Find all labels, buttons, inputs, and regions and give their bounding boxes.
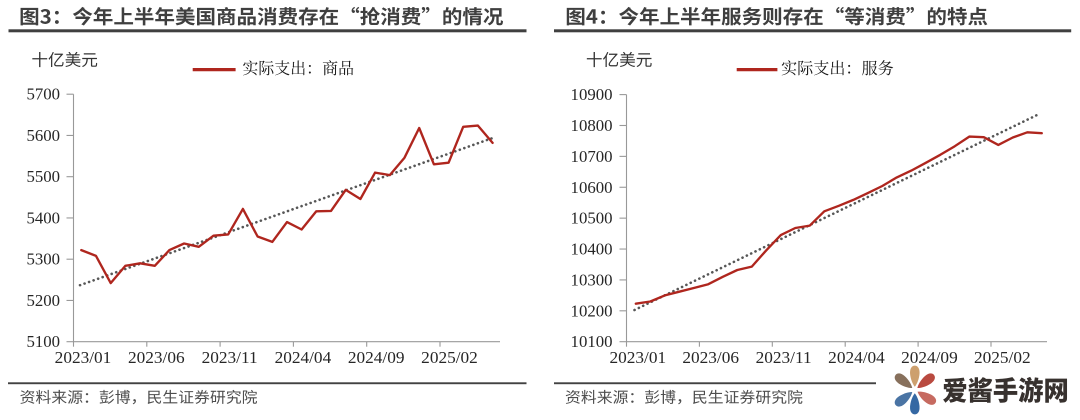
- svg-text:5300: 5300: [26, 250, 60, 269]
- svg-text:10300: 10300: [571, 270, 613, 289]
- svg-text:2023/01: 2023/01: [609, 348, 666, 367]
- svg-text:5100: 5100: [26, 332, 60, 351]
- svg-text:2024/09: 2024/09: [901, 348, 958, 367]
- svg-text:10500: 10500: [571, 209, 613, 228]
- svg-text:10600: 10600: [571, 178, 613, 197]
- svg-text:5600: 5600: [26, 126, 60, 145]
- svg-text:2023/01: 2023/01: [55, 348, 112, 367]
- svg-text:5200: 5200: [26, 291, 60, 310]
- svg-text:10400: 10400: [571, 240, 613, 259]
- svg-text:2024/04: 2024/04: [275, 348, 332, 367]
- svg-text:10800: 10800: [571, 116, 613, 135]
- svg-text:10200: 10200: [571, 301, 613, 320]
- svg-text:2024/09: 2024/09: [348, 348, 405, 367]
- svg-text:5400: 5400: [26, 208, 60, 227]
- svg-text:2023/06: 2023/06: [682, 348, 739, 367]
- svg-text:10700: 10700: [571, 147, 613, 166]
- svg-text:10100: 10100: [571, 332, 613, 351]
- svg-text:5700: 5700: [26, 85, 60, 104]
- svg-text:2023/11: 2023/11: [202, 348, 258, 367]
- svg-text:2023/11: 2023/11: [756, 348, 812, 367]
- svg-text:2023/06: 2023/06: [128, 348, 185, 367]
- svg-text:2025/02: 2025/02: [974, 348, 1031, 367]
- svg-text:2025/02: 2025/02: [421, 348, 478, 367]
- svg-text:10900: 10900: [571, 85, 613, 104]
- svg-text:5500: 5500: [26, 167, 60, 186]
- svg-text:2024/04: 2024/04: [828, 348, 885, 367]
